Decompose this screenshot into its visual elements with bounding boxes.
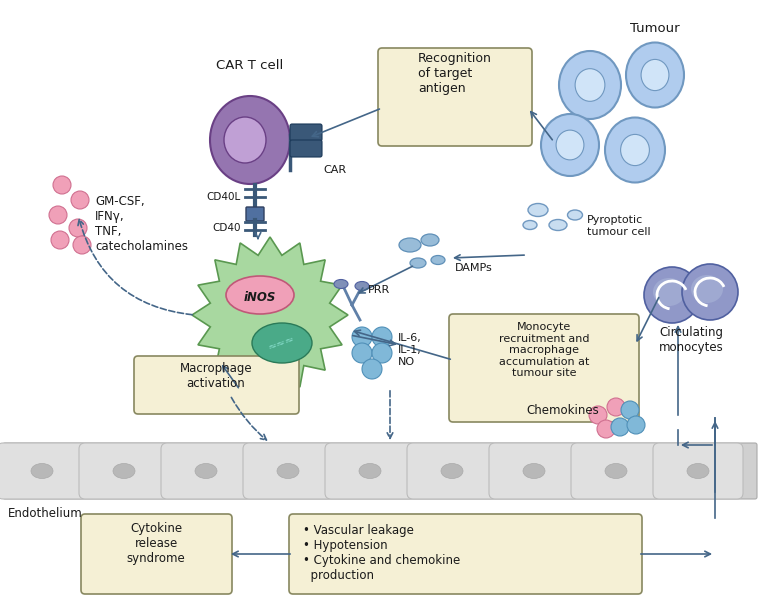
Ellipse shape: [359, 463, 381, 479]
FancyBboxPatch shape: [290, 124, 322, 141]
Text: iNOS: iNOS: [244, 291, 276, 303]
Ellipse shape: [277, 463, 299, 479]
FancyBboxPatch shape: [81, 514, 232, 594]
Text: CAR: CAR: [323, 165, 346, 175]
Ellipse shape: [399, 238, 421, 252]
Text: Endothelium: Endothelium: [8, 507, 83, 520]
Circle shape: [682, 264, 738, 320]
Text: PRR: PRR: [368, 285, 390, 295]
Ellipse shape: [441, 463, 463, 479]
FancyBboxPatch shape: [449, 314, 639, 422]
FancyBboxPatch shape: [243, 443, 333, 499]
Text: • Vascular leakage
• Hypotension
• Cytokine and chemokine
  production: • Vascular leakage • Hypotension • Cytok…: [303, 524, 461, 582]
Ellipse shape: [691, 275, 723, 303]
Text: DAMPs: DAMPs: [455, 263, 492, 273]
Ellipse shape: [575, 69, 605, 101]
Ellipse shape: [210, 96, 290, 184]
Ellipse shape: [421, 234, 439, 246]
Circle shape: [69, 219, 87, 237]
Ellipse shape: [621, 134, 649, 166]
Text: GM-CSF,
IFNγ,
TNF,
catecholamines: GM-CSF, IFNγ, TNF, catecholamines: [95, 195, 188, 253]
Circle shape: [352, 327, 372, 347]
Circle shape: [627, 416, 645, 434]
Ellipse shape: [641, 59, 669, 91]
Ellipse shape: [605, 118, 665, 183]
Text: Cytokine
release
syndrome: Cytokine release syndrome: [127, 522, 185, 565]
Text: Circulating
monocytes: Circulating monocytes: [659, 326, 724, 354]
Text: Macrophage
activation: Macrophage activation: [179, 362, 252, 390]
Ellipse shape: [687, 463, 709, 479]
Ellipse shape: [556, 130, 584, 160]
Ellipse shape: [431, 256, 445, 264]
Ellipse shape: [224, 117, 266, 163]
Text: Pyroptotic
tumour cell: Pyroptotic tumour cell: [587, 215, 651, 237]
Text: Chemokines: Chemokines: [526, 403, 599, 416]
FancyBboxPatch shape: [378, 48, 532, 146]
Ellipse shape: [410, 258, 426, 268]
FancyBboxPatch shape: [79, 443, 169, 499]
Text: CD40: CD40: [213, 223, 241, 233]
Polygon shape: [192, 237, 348, 393]
Circle shape: [49, 206, 67, 224]
Text: CD40L: CD40L: [207, 192, 241, 202]
Ellipse shape: [568, 210, 582, 220]
Circle shape: [372, 343, 392, 363]
FancyBboxPatch shape: [3, 443, 757, 499]
Ellipse shape: [195, 463, 217, 479]
Text: Recognition
of target
antigen: Recognition of target antigen: [418, 52, 492, 95]
Text: CAR T cell: CAR T cell: [217, 59, 283, 72]
Ellipse shape: [528, 204, 548, 216]
Circle shape: [362, 359, 382, 379]
FancyBboxPatch shape: [134, 356, 299, 414]
Ellipse shape: [31, 463, 53, 479]
Ellipse shape: [252, 323, 312, 363]
Circle shape: [621, 401, 639, 419]
Ellipse shape: [355, 281, 369, 291]
Ellipse shape: [626, 42, 684, 107]
Text: Monocyte
recruitment and
macrophage
accumulation at
tumour site: Monocyte recruitment and macrophage accu…: [499, 322, 589, 378]
FancyBboxPatch shape: [407, 443, 497, 499]
FancyBboxPatch shape: [246, 207, 264, 221]
FancyBboxPatch shape: [489, 443, 579, 499]
Ellipse shape: [541, 114, 599, 176]
Text: Tumour: Tumour: [630, 22, 679, 35]
Ellipse shape: [226, 276, 294, 314]
FancyBboxPatch shape: [161, 443, 251, 499]
Circle shape: [53, 176, 71, 194]
Text: ≈≈≈: ≈≈≈: [267, 333, 297, 352]
Ellipse shape: [523, 221, 537, 229]
Text: IL-6,
IL-1,
NO: IL-6, IL-1, NO: [398, 333, 422, 367]
Ellipse shape: [334, 280, 348, 289]
FancyBboxPatch shape: [571, 443, 661, 499]
Ellipse shape: [113, 463, 135, 479]
Ellipse shape: [523, 463, 545, 479]
Circle shape: [372, 327, 392, 347]
Circle shape: [73, 236, 91, 254]
FancyBboxPatch shape: [0, 443, 87, 499]
Ellipse shape: [559, 51, 621, 119]
Circle shape: [644, 267, 700, 323]
FancyBboxPatch shape: [325, 443, 415, 499]
Circle shape: [597, 420, 615, 438]
Circle shape: [352, 343, 372, 363]
FancyBboxPatch shape: [290, 140, 322, 157]
Ellipse shape: [605, 463, 627, 479]
Circle shape: [607, 398, 625, 416]
FancyBboxPatch shape: [289, 514, 642, 594]
Circle shape: [71, 191, 89, 209]
Ellipse shape: [653, 278, 685, 306]
Circle shape: [589, 406, 607, 424]
FancyBboxPatch shape: [653, 443, 743, 499]
Circle shape: [611, 418, 629, 436]
Circle shape: [51, 231, 69, 249]
Ellipse shape: [549, 219, 567, 230]
